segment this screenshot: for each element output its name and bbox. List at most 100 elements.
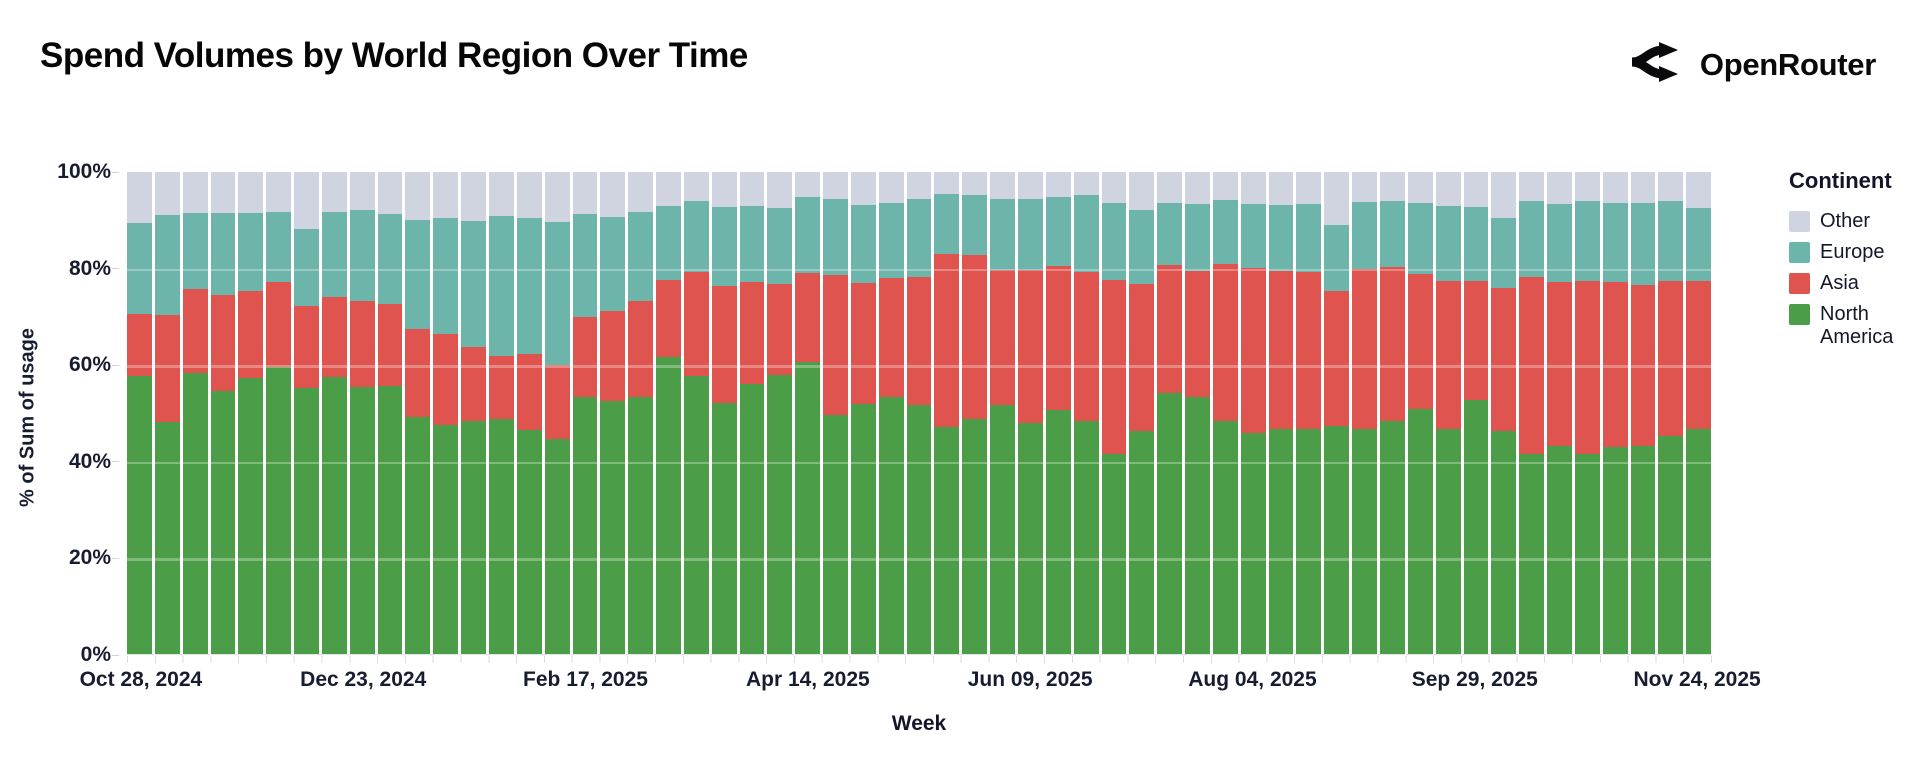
- bar[interactable]: [1658, 172, 1684, 654]
- bar[interactable]: [433, 172, 459, 654]
- bar[interactable]: [906, 172, 932, 654]
- bar-segment-asia[interactable]: [210, 294, 236, 392]
- bar-segment-other[interactable]: [795, 172, 821, 197]
- bar[interactable]: [488, 172, 514, 654]
- bar-segment-europe[interactable]: [1463, 207, 1489, 282]
- bar-segment-north-america[interactable]: [962, 419, 988, 654]
- bar-segment-asia[interactable]: [1018, 269, 1043, 423]
- bar-segment-other[interactable]: [349, 172, 375, 211]
- bar-segment-asia[interactable]: [628, 300, 654, 398]
- bar-segment-europe[interactable]: [1157, 203, 1183, 266]
- bar[interactable]: [1073, 172, 1099, 654]
- bar-segment-asia[interactable]: [683, 272, 709, 377]
- bar-segment-asia[interactable]: [461, 346, 486, 422]
- bar[interactable]: [1018, 172, 1043, 654]
- bar-segment-other[interactable]: [1018, 172, 1043, 199]
- bar-segment-other[interactable]: [850, 172, 876, 205]
- bar-segment-north-america[interactable]: [1658, 436, 1684, 654]
- bar-segment-europe[interactable]: [433, 217, 459, 335]
- bar-segment-north-america[interactable]: [377, 385, 403, 654]
- bar-segment-asia[interactable]: [1547, 281, 1572, 447]
- bar-segment-asia[interactable]: [377, 304, 403, 386]
- bar[interactable]: [1185, 172, 1210, 654]
- bar[interactable]: [1407, 172, 1433, 654]
- bar-segment-north-america[interactable]: [1129, 431, 1155, 654]
- bar-segment-other[interactable]: [934, 172, 960, 195]
- bar-segment-asia[interactable]: [182, 288, 208, 373]
- bar-segment-other[interactable]: [990, 172, 1015, 199]
- bar[interactable]: [1491, 172, 1517, 654]
- bar-segment-other[interactable]: [377, 172, 403, 215]
- bar-segment-asia[interactable]: [1157, 265, 1183, 393]
- bar-segment-asia[interactable]: [1574, 280, 1600, 454]
- bar-segment-other[interactable]: [1073, 172, 1099, 196]
- bar-segment-europe[interactable]: [516, 218, 542, 354]
- bar-segment-other[interactable]: [628, 172, 654, 212]
- bar-segment-north-america[interactable]: [1407, 408, 1433, 654]
- bar-segment-other[interactable]: [238, 172, 264, 213]
- bar-segment-europe[interactable]: [1602, 203, 1628, 283]
- bar[interactable]: [600, 172, 626, 654]
- bar-segment-europe[interactable]: [461, 220, 486, 347]
- bar[interactable]: [154, 172, 180, 654]
- bar-segment-other[interactable]: [1185, 172, 1210, 205]
- bar-segment-europe[interactable]: [767, 207, 793, 285]
- bar-segment-europe[interactable]: [544, 221, 570, 365]
- bar[interactable]: [1268, 172, 1294, 654]
- bar-segment-europe[interactable]: [1352, 202, 1377, 269]
- bar-segment-north-america[interactable]: [1073, 421, 1099, 654]
- bar[interactable]: [1324, 172, 1350, 654]
- bar-segment-north-america[interactable]: [1547, 446, 1572, 654]
- bar-segment-europe[interactable]: [1268, 204, 1294, 271]
- bar-segment-north-america[interactable]: [1519, 454, 1545, 654]
- bar-segment-north-america[interactable]: [321, 377, 347, 654]
- bar-segment-europe[interactable]: [1686, 207, 1712, 282]
- bar-segment-north-america[interactable]: [1101, 453, 1127, 654]
- bar-segment-other[interactable]: [154, 172, 180, 215]
- bar-segment-other[interactable]: [544, 172, 570, 222]
- bar-segment-asia[interactable]: [600, 311, 626, 402]
- bar-segment-other[interactable]: [878, 172, 904, 204]
- bar-segment-asia[interactable]: [1379, 266, 1405, 421]
- bar-segment-other[interactable]: [1240, 172, 1266, 205]
- bar-segment-north-america[interactable]: [433, 425, 459, 654]
- bar-segment-europe[interactable]: [572, 214, 598, 317]
- bar[interactable]: [182, 172, 208, 654]
- bar-segment-north-america[interactable]: [1602, 447, 1628, 654]
- bar-segment-north-america[interactable]: [1324, 425, 1350, 654]
- bar-segment-north-america[interactable]: [1212, 420, 1238, 654]
- bar-segment-europe[interactable]: [1045, 196, 1071, 266]
- bar[interactable]: [628, 172, 654, 654]
- bar-segment-other[interactable]: [1491, 172, 1517, 219]
- bar-segment-north-america[interactable]: [294, 388, 319, 654]
- bar-segment-europe[interactable]: [349, 210, 375, 301]
- bar-segment-other[interactable]: [1630, 172, 1656, 203]
- bar-segment-europe[interactable]: [739, 205, 765, 282]
- bar-segment-europe[interactable]: [238, 212, 264, 291]
- bar-segment-other[interactable]: [1519, 172, 1545, 202]
- bar[interactable]: [1296, 172, 1322, 654]
- bar-segment-other[interactable]: [767, 172, 793, 208]
- bar-segment-asia[interactable]: [349, 300, 375, 388]
- bar[interactable]: [683, 172, 709, 654]
- bar-segment-north-america[interactable]: [1435, 429, 1461, 654]
- bar-segment-asia[interactable]: [1101, 279, 1127, 454]
- bar-segment-other[interactable]: [405, 172, 431, 220]
- bar-segment-other[interactable]: [1686, 172, 1712, 208]
- bar[interactable]: [934, 172, 960, 654]
- bar-segment-europe[interactable]: [990, 198, 1015, 270]
- bar[interactable]: [656, 172, 681, 654]
- bar-segment-other[interactable]: [461, 172, 486, 221]
- bar-segment-europe[interactable]: [683, 201, 709, 273]
- bar[interactable]: [990, 172, 1015, 654]
- bar[interactable]: [962, 172, 988, 654]
- legend-item-europe[interactable]: Europe: [1789, 241, 1914, 264]
- bar-segment-asia[interactable]: [934, 254, 960, 427]
- bar[interactable]: [349, 172, 375, 654]
- bar[interactable]: [1379, 172, 1405, 654]
- bar[interactable]: [321, 172, 347, 654]
- bar-segment-europe[interactable]: [1324, 225, 1350, 291]
- bar-segment-north-america[interactable]: [572, 397, 598, 654]
- bar-segment-other[interactable]: [600, 172, 626, 218]
- bar[interactable]: [1101, 172, 1127, 654]
